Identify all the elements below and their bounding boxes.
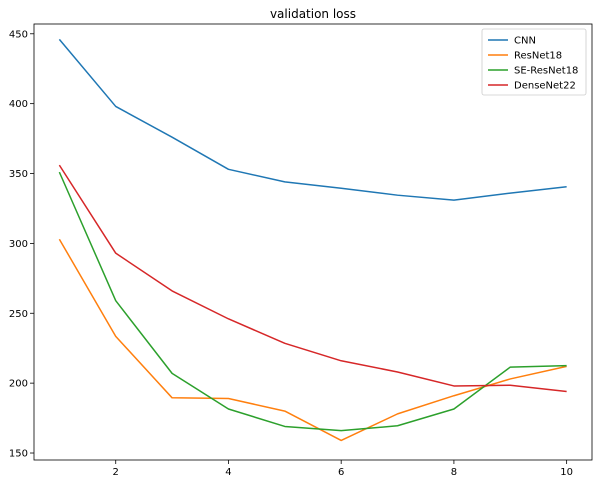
x-tick-label: 6 [338, 467, 344, 478]
series-line-cnn [58, 38, 567, 201]
series-line-se-resnet18 [58, 171, 567, 432]
x-tick-label: 4 [225, 467, 231, 478]
y-tick-label: 450 [9, 29, 28, 40]
legend-box [481, 28, 587, 96]
y-tick-label: 400 [9, 99, 28, 110]
legend-label: SE-ResNet18 [514, 66, 578, 77]
chart-title: validation loss [270, 7, 356, 21]
x-tick-label: 8 [451, 467, 457, 478]
series-line-densenet22 [58, 164, 567, 393]
plot-lines [58, 38, 567, 442]
legend: CNN ResNet18 SE-ResNet18 DenseNet22 [481, 28, 587, 96]
x-tick-label: 10 [560, 467, 573, 478]
legend-label: DenseNet22 [514, 81, 576, 92]
y-tick-label: 150 [9, 449, 28, 460]
legend-label: ResNet18 [514, 51, 562, 62]
plot-frame [33, 23, 593, 461]
y-tick-label: 300 [9, 239, 28, 250]
y-tick-label: 200 [9, 379, 28, 390]
y-tick-label: 250 [9, 309, 28, 320]
x-axis: 2 4 6 8 10 [113, 460, 573, 478]
x-tick-label: 2 [113, 467, 119, 478]
legend-label: CNN [514, 36, 536, 47]
y-axis: 150 200 250 300 350 400 450 [9, 29, 34, 460]
series-line-resnet18 [58, 238, 567, 442]
y-tick-label: 350 [9, 169, 28, 180]
